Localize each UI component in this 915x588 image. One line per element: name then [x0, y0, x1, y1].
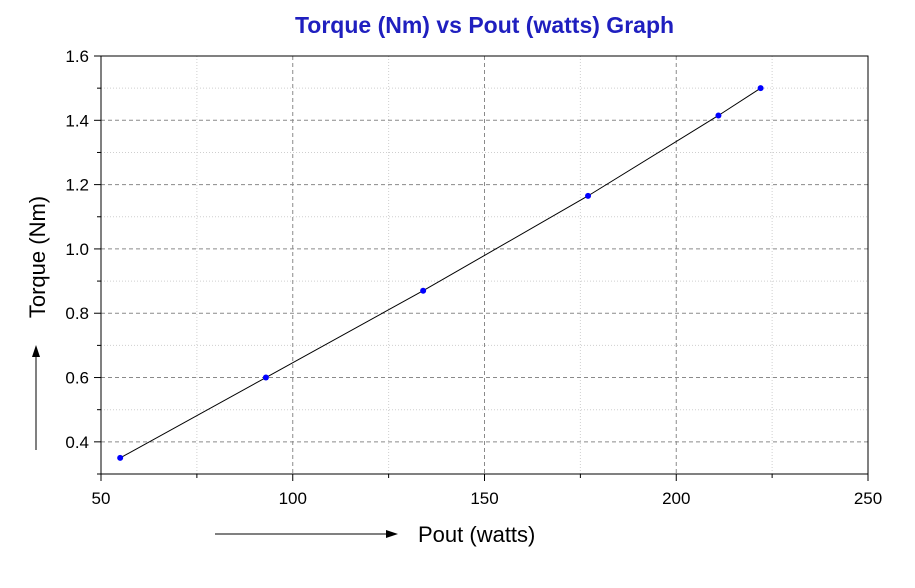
data-point [757, 85, 764, 92]
x-tick-label: 50 [92, 489, 111, 508]
y-tick-label: 0.4 [65, 433, 89, 452]
chart-title: Torque (Nm) vs Pout (watts) Graph [294, 12, 675, 38]
x-axis-title: Pout (watts) [418, 522, 535, 547]
y-tick-label: 0.8 [65, 304, 89, 323]
data-point [262, 374, 269, 381]
data-point [420, 287, 427, 294]
y-axis-arrow [32, 345, 40, 450]
x-tick-label: 200 [662, 489, 690, 508]
data-point [117, 454, 124, 461]
x-tick-label: 150 [470, 489, 498, 508]
y-tick-label: 0.6 [65, 369, 89, 388]
y-tick-label: 1.4 [65, 111, 89, 130]
y-tick-label: 1.6 [65, 47, 89, 66]
series-line [119, 87, 761, 459]
data-point [715, 112, 722, 119]
x-tick-label: 250 [854, 489, 882, 508]
y-axis-title: Torque (Nm) [25, 196, 50, 318]
grid-layer [101, 56, 868, 474]
series-layer [117, 85, 764, 461]
y-tick-label: 1.0 [65, 240, 89, 259]
plot-area-frame [100, 55, 869, 475]
data-point [585, 192, 592, 199]
x-tick-label: 100 [279, 489, 307, 508]
x-axis-arrow [215, 530, 398, 538]
axis-layer: 50 100 150 200 250 0.4 0.6 0.8 1.0 1.2 1.4 1.6 [65, 47, 882, 508]
y-tick-label: 1.2 [65, 176, 89, 195]
